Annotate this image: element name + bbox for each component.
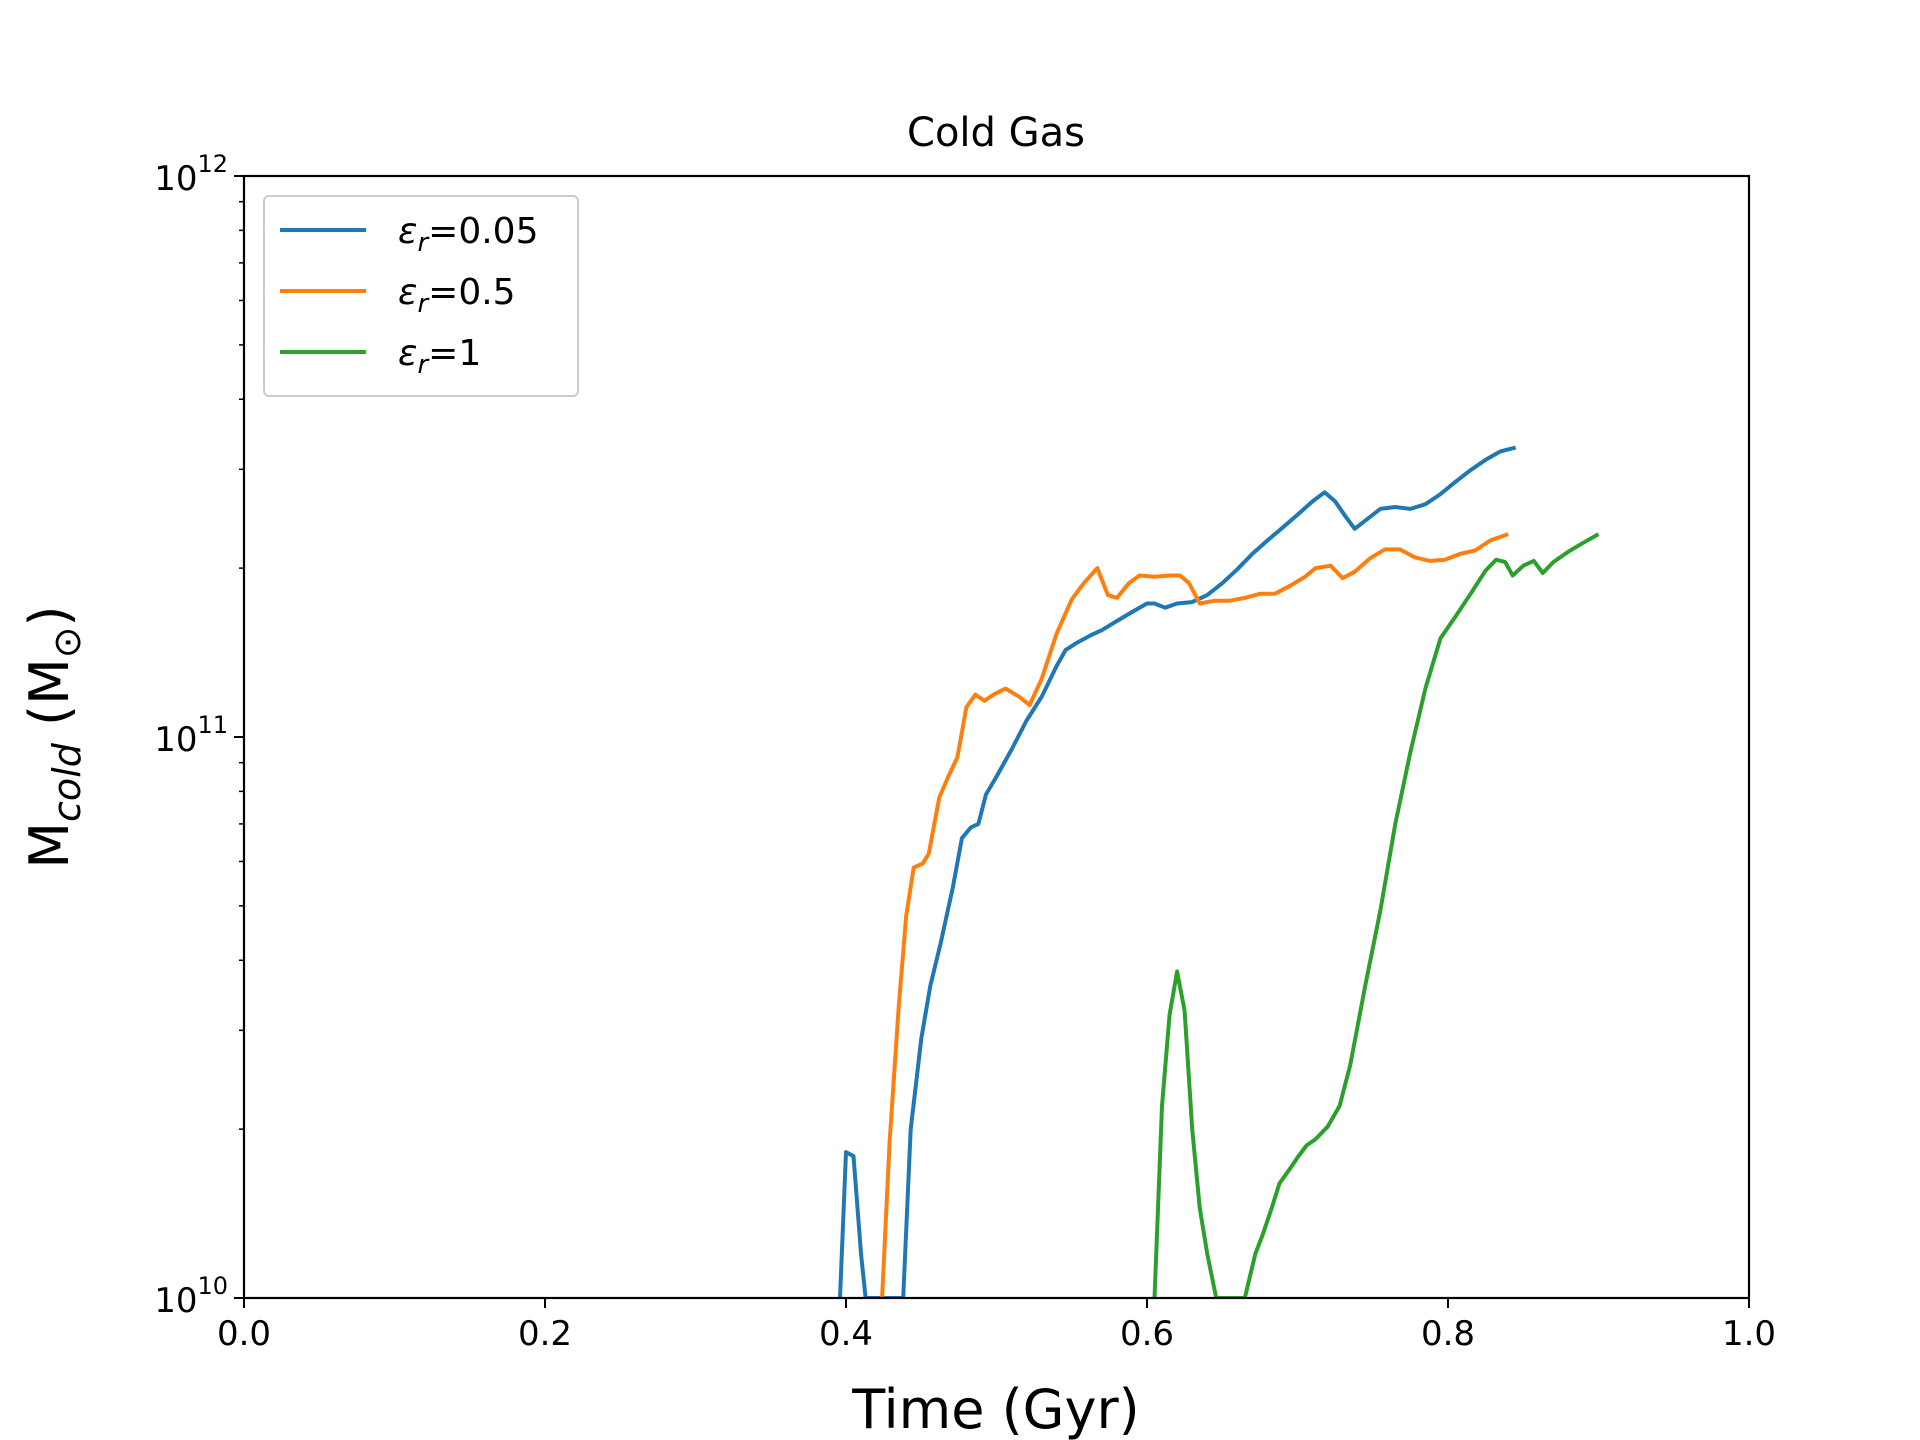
legend-sub: r <box>417 228 430 258</box>
y-tick-label: 1012 <box>154 150 228 199</box>
x-ticks: 0.0 0.2 0.4 0.6 0.8 1.0 <box>217 1298 1776 1354</box>
series-line-0 <box>838 445 1517 1298</box>
legend-label-2: εr=1 <box>398 333 481 380</box>
y-tick-base: 10 <box>154 1281 197 1321</box>
y-tick-base: 10 <box>154 720 197 760</box>
legend-box <box>263 195 579 397</box>
x-tick-label: 0.0 <box>217 1314 271 1354</box>
series-line-1 <box>880 532 1509 1298</box>
y-tick-base: 10 <box>154 159 197 199</box>
y-axis-label-unit-sub: ⊙ <box>45 626 89 658</box>
x-tick-label: 0.6 <box>1120 1314 1174 1354</box>
x-tick-label: 0.8 <box>1421 1314 1475 1354</box>
legend-sub: r <box>417 289 430 319</box>
legend-value: =1 <box>428 333 481 374</box>
legend-value: =0.5 <box>428 272 515 313</box>
y-tick-exp: 12 <box>197 150 228 178</box>
chart-title: Cold Gas <box>907 110 1085 156</box>
y-axis-label-unit-close: ) <box>18 605 81 626</box>
series-layer <box>838 445 1600 1298</box>
x-tick-label: 0.2 <box>518 1314 572 1354</box>
legend-symbol: ε <box>398 333 417 374</box>
y-axis-label-sub: cold <box>45 742 89 822</box>
y-axis-label-unit-open: (M <box>18 658 81 743</box>
legend-sub: r <box>417 350 430 380</box>
legend-label-1: εr=0.5 <box>398 272 516 319</box>
y-tick-label: 1010 <box>154 1272 228 1321</box>
y-tick-exp: 11 <box>197 711 228 739</box>
legend-symbol: ε <box>398 272 417 313</box>
x-tick-label: 1.0 <box>1722 1314 1776 1354</box>
x-axis-label: Time (Gyr) <box>851 1378 1139 1440</box>
legend-value: =0.05 <box>428 211 538 252</box>
series-line-2 <box>1152 532 1600 1298</box>
legend-symbol: ε <box>398 211 417 252</box>
legend-label-0: εr=0.05 <box>398 211 539 258</box>
y-axis-label: Mcold (M⊙) <box>18 605 89 868</box>
y-tick-exp: 10 <box>197 1272 228 1300</box>
y-axis-label-base: M <box>18 822 81 869</box>
y-tick-label: 1011 <box>154 711 228 760</box>
x-tick-label: 0.4 <box>819 1314 873 1354</box>
